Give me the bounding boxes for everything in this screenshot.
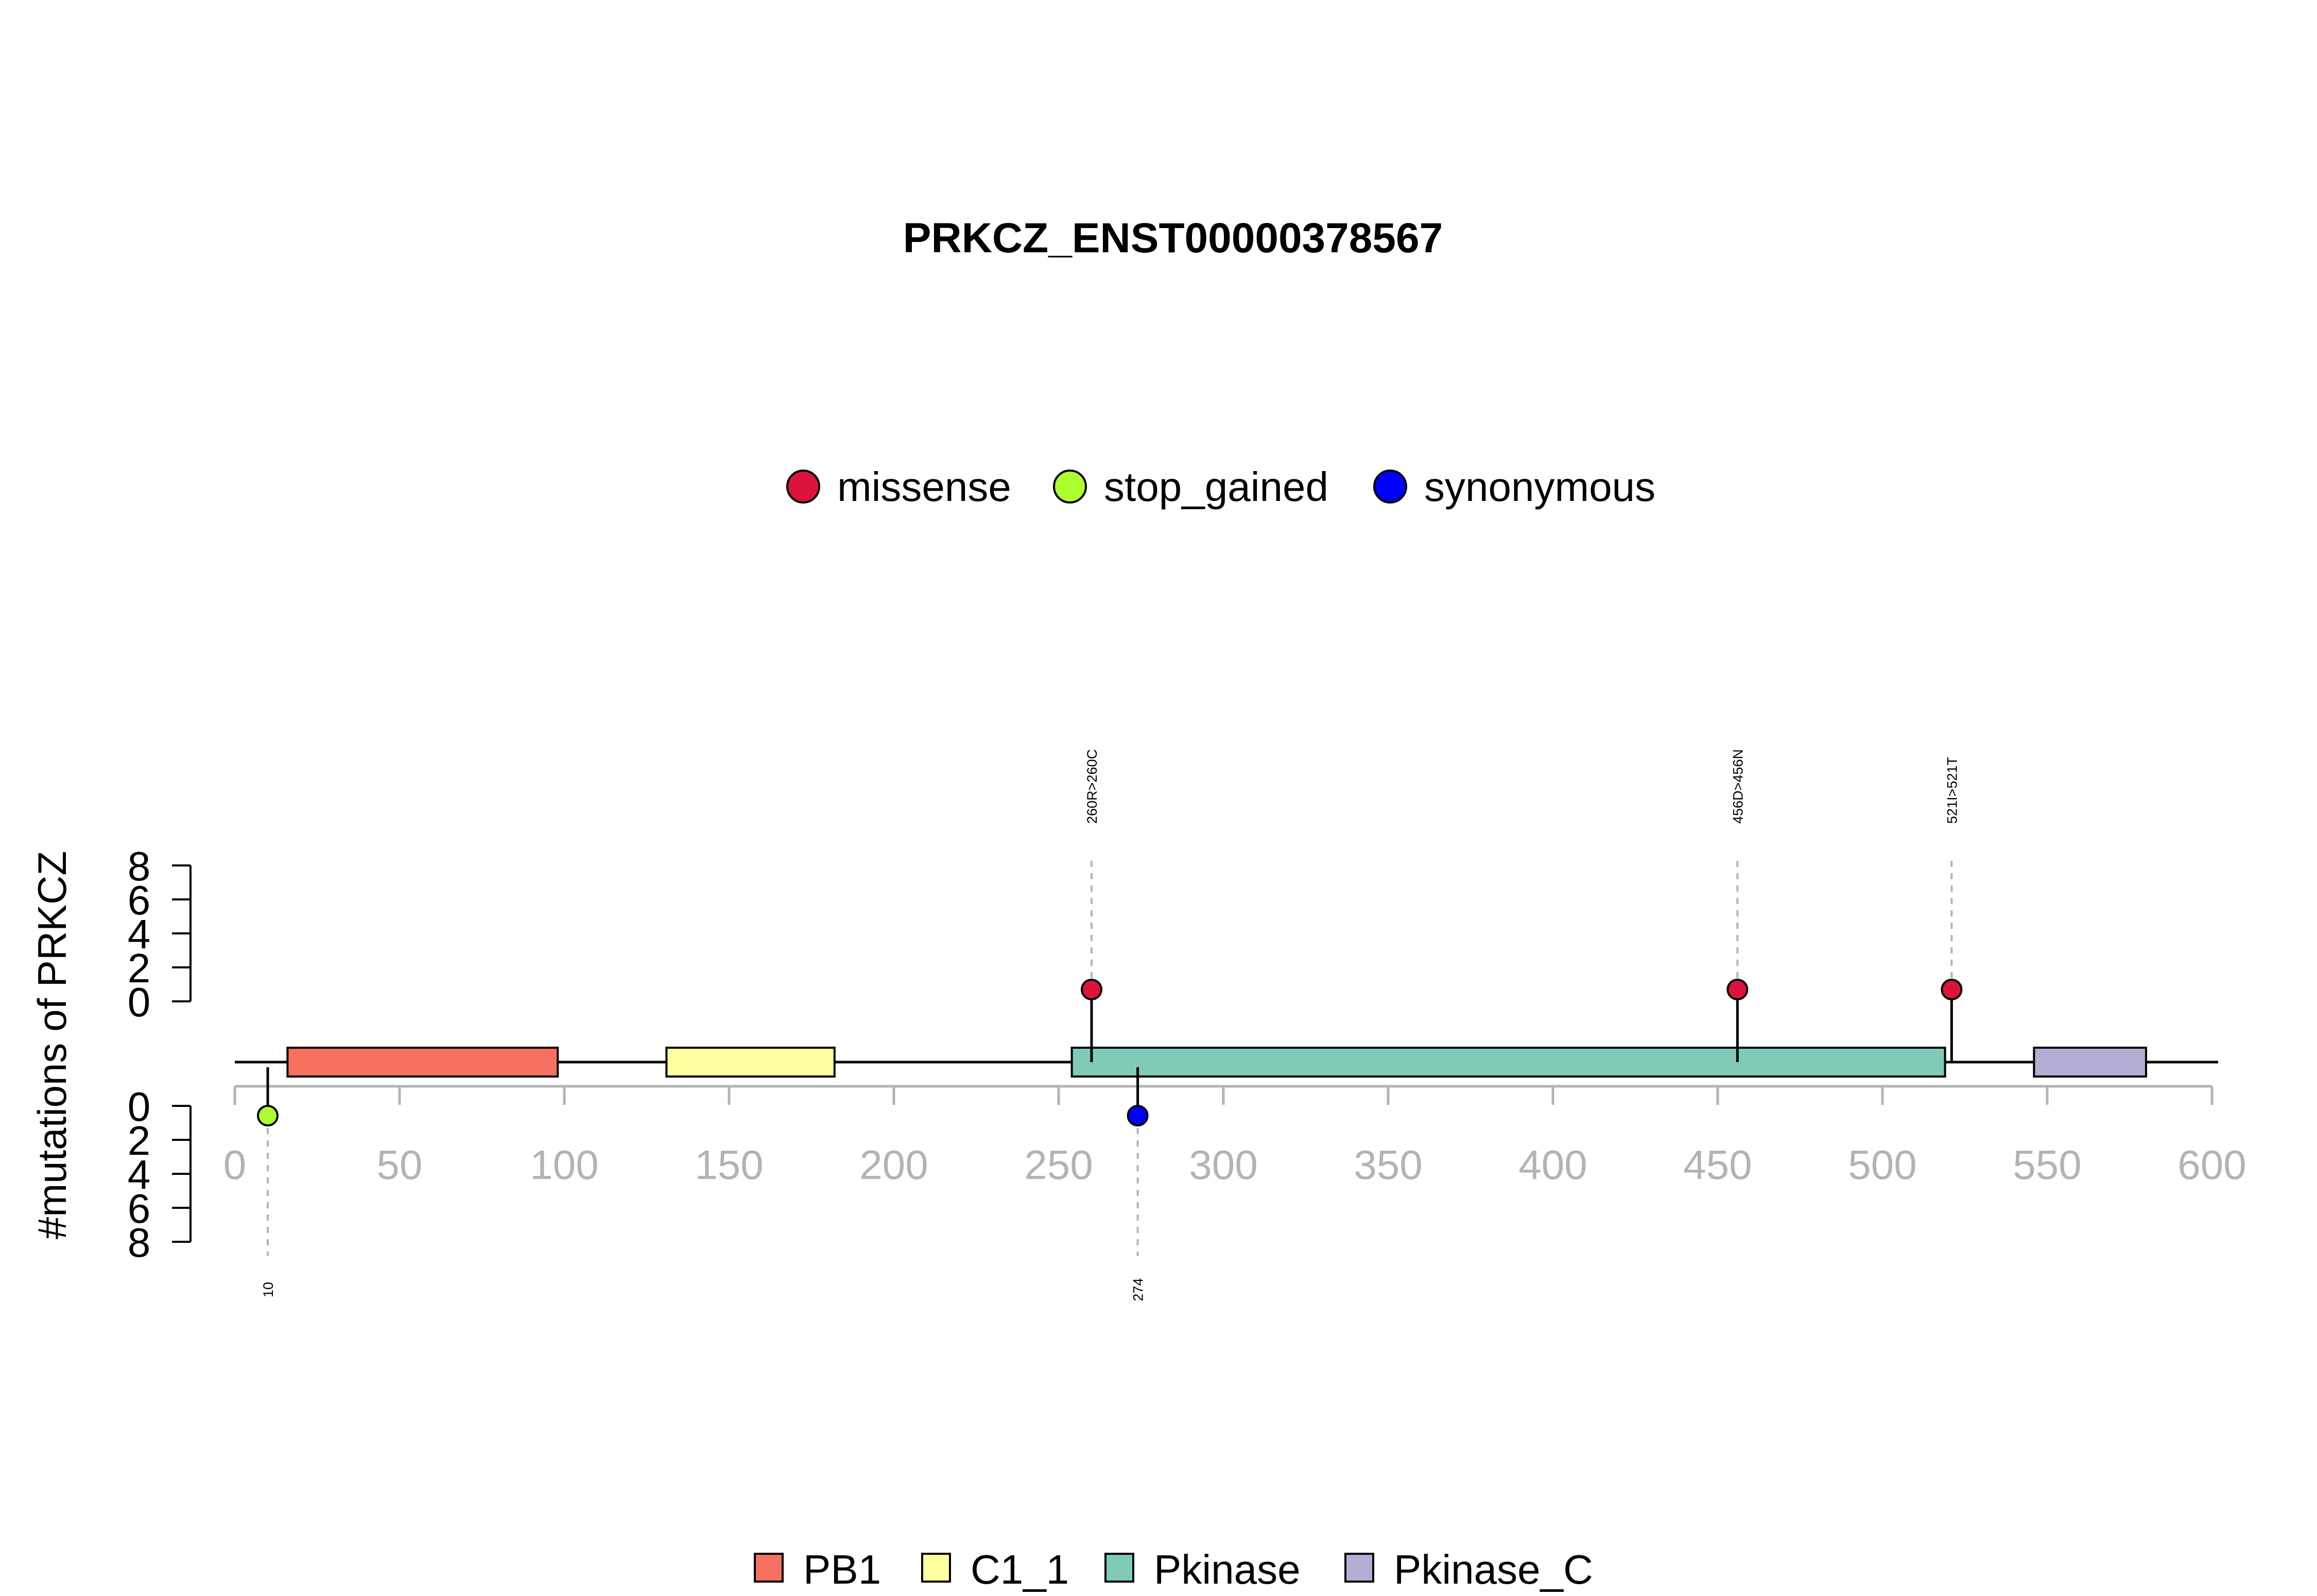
- y-tick-label-bottom: 2: [128, 1118, 151, 1164]
- legend-swatch-pb1: [754, 1553, 784, 1583]
- mutation-label: 456D>456N: [1730, 749, 1745, 824]
- x-tick-label: 550: [2013, 1142, 2081, 1188]
- y-tick-label-bottom: 8: [128, 1220, 151, 1265]
- legend-label-pb1: PB1: [803, 1547, 881, 1592]
- domain-pkinase: [1070, 1047, 1946, 1078]
- legend-swatch-pkinase_c: [1344, 1553, 1374, 1583]
- legend-marker-synonymous: [1373, 470, 1407, 504]
- legend-marker-missense: [786, 470, 820, 504]
- y-tick-label-bottom: 4: [128, 1152, 151, 1198]
- mutation-label: 274: [1131, 1278, 1146, 1301]
- x-tick-label: 50: [377, 1142, 423, 1188]
- x-tick-label: 100: [530, 1142, 598, 1188]
- domain-pb1: [286, 1047, 559, 1078]
- legend-label-missense: missense: [837, 464, 1011, 510]
- y-tick-label-top: 6: [128, 877, 151, 923]
- mutation-point-missense: [1081, 979, 1102, 1000]
- x-tick-label: 0: [223, 1142, 247, 1188]
- x-tick-label: 300: [1189, 1142, 1257, 1188]
- x-tick-label: 250: [1024, 1142, 1093, 1188]
- x-tick-label: 450: [1683, 1142, 1752, 1188]
- y-tick-label-bottom: 6: [128, 1186, 151, 1231]
- x-tick-label: 350: [1354, 1142, 1422, 1188]
- legend-label-pkinase_c: Pkinase_C: [1394, 1547, 1593, 1592]
- mutation-label: 10: [261, 1282, 276, 1297]
- y-tick-label-top: 8: [128, 843, 151, 889]
- domain-pkinase_c: [2033, 1047, 2147, 1078]
- legend-label-synonymous: synonymous: [1424, 464, 1655, 510]
- mutation-point-missense: [1726, 979, 1749, 1000]
- y-axis-label: #mutations of PRKCZ: [29, 851, 75, 1239]
- y-axis-title: #mutations of PRKCZ: [29, 851, 75, 1239]
- mutation-label: 521I>521T: [1944, 757, 1960, 824]
- domain-c1_1: [665, 1047, 836, 1078]
- domain-legend: PB1 C1_1 Pkinase Pkinase_C: [754, 1547, 1593, 1592]
- y-tick-label-bottom: 0: [128, 1084, 151, 1130]
- y-tick-label-top: 2: [128, 945, 151, 991]
- mutation-point-synonymous: [1127, 1105, 1149, 1126]
- mutation-point-missense: [1941, 979, 1963, 1000]
- mutation-label: 260R>260C: [1084, 749, 1100, 824]
- y-tick-label-top: 0: [128, 979, 151, 1025]
- x-tick-label: 600: [2177, 1142, 2246, 1188]
- legend-label-c1_1: C1_1: [971, 1547, 1069, 1592]
- legend-swatch-c1_1: [921, 1553, 951, 1583]
- chart-title: PRKCZ_ENST00000378567: [903, 215, 1443, 262]
- legend-swatch-pkinase: [1104, 1553, 1134, 1583]
- legend-label-stop_gained: stop_gained: [1104, 464, 1328, 510]
- x-tick-label: 200: [859, 1142, 928, 1188]
- y-tick-label-top: 4: [128, 911, 151, 957]
- legend-label-pkinase: Pkinase: [1154, 1547, 1301, 1592]
- x-tick-label: 400: [1518, 1142, 1587, 1188]
- mutation-point-stop_gained: [257, 1105, 279, 1126]
- legend-marker-stop_gained: [1053, 470, 1087, 504]
- x-tick-label: 150: [695, 1142, 763, 1188]
- mutation-type-legend: missense stop_gained synonymous: [786, 464, 1655, 510]
- x-tick-label: 500: [1848, 1142, 1916, 1188]
